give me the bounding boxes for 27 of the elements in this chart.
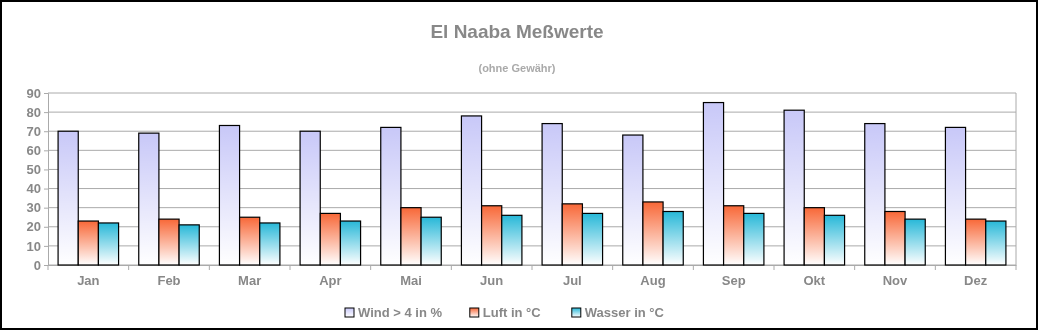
legend-label: Wind > 4 in % xyxy=(358,305,443,320)
x-tick-label: Jun xyxy=(480,273,504,289)
legend-label: Wasser in °C xyxy=(584,305,665,320)
legend-label: Luft in °C xyxy=(482,305,542,320)
y-tick-label: 70 xyxy=(26,123,41,139)
x-tick-label: Mar xyxy=(238,273,262,289)
x-tick-label: Aug xyxy=(640,273,666,289)
chart-title: El Naaba Meßwerte xyxy=(430,21,604,42)
y-tick-label: 0 xyxy=(33,257,41,273)
y-tick-label: 10 xyxy=(26,238,41,254)
x-tick-label: Feb xyxy=(157,273,181,289)
y-tick-label: 20 xyxy=(26,219,41,235)
x-tick-label: Nov xyxy=(882,273,909,289)
y-tick-label: 30 xyxy=(26,200,41,216)
chart-subtitle: (ohne Gewähr) xyxy=(478,62,556,74)
y-tick-label: 60 xyxy=(26,142,41,158)
x-tick-label: Sep xyxy=(721,273,746,289)
x-tick-label: Okt xyxy=(803,273,826,289)
y-tick-label: 90 xyxy=(26,85,41,101)
x-tick-label: Dez xyxy=(964,273,988,289)
x-tick-label: Jul xyxy=(562,273,582,289)
y-tick-label: 40 xyxy=(26,181,41,197)
x-tick-label: Apr xyxy=(319,273,342,289)
y-tick-label: 80 xyxy=(26,104,41,120)
y-tick-label: 50 xyxy=(26,162,41,178)
x-tick-label: Mai xyxy=(400,273,422,289)
x-tick-label: Jan xyxy=(77,273,100,289)
